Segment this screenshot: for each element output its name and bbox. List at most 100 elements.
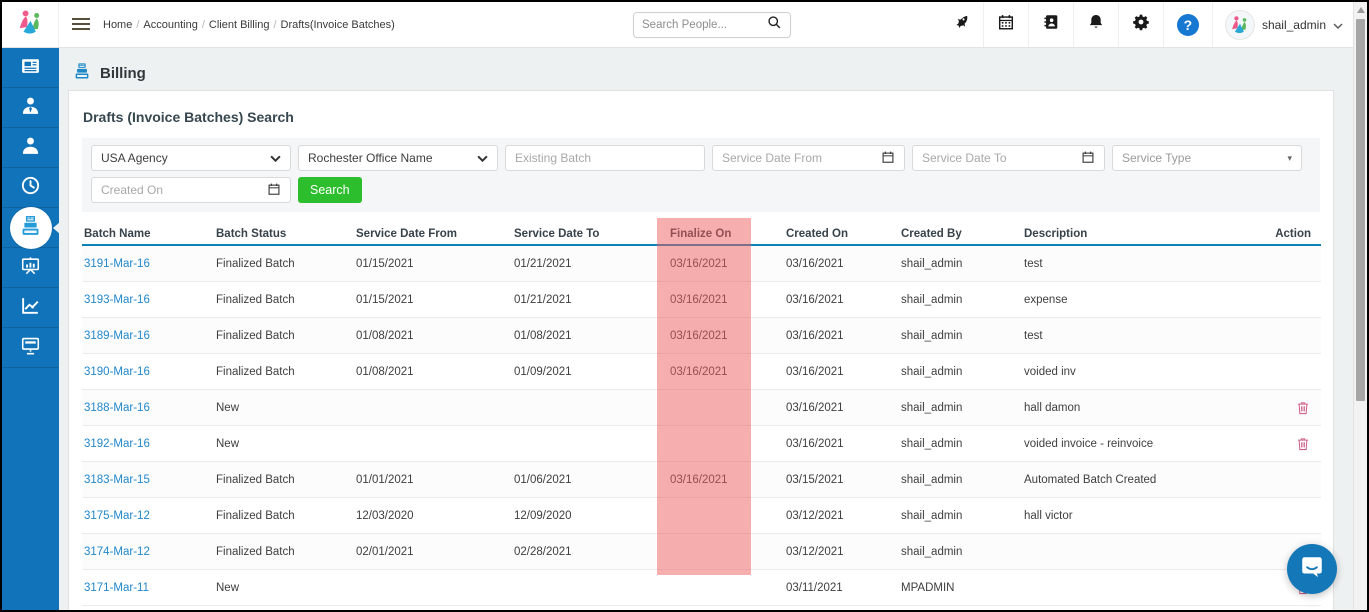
person-tie-icon xyxy=(20,95,41,121)
person-icon xyxy=(20,135,41,161)
column-header-service-date-from[interactable]: Service Date From xyxy=(354,228,512,240)
column-header-service-date-to[interactable]: Service Date To xyxy=(512,228,668,240)
rocket-button[interactable] xyxy=(939,2,983,47)
breadcrumb-separator: / xyxy=(136,19,139,31)
calendar-icon[interactable] xyxy=(881,150,895,167)
created-on-cell: 03/16/2021 xyxy=(784,366,899,378)
calendar-button[interactable] xyxy=(983,2,1028,47)
sidebar-item-dashboard[interactable] xyxy=(2,48,59,88)
app-logo[interactable] xyxy=(2,2,59,47)
created-on-cell: 03/12/2021 xyxy=(784,510,899,522)
search-input[interactable] xyxy=(642,19,767,31)
table-header-row: Batch Name Batch Status Service Date Fro… xyxy=(82,226,1321,246)
table-row: 3192-Mar-16 New 03/16/2021 shail_admin v… xyxy=(82,426,1321,462)
batch-name-link[interactable]: 3175-Mar-12 xyxy=(82,510,214,522)
service-date-to-cell: 12/09/2020 xyxy=(512,510,668,522)
created-by-cell: shail_admin xyxy=(899,258,1022,270)
contacts-button[interactable] xyxy=(1028,2,1073,47)
sidebar-item-workstation[interactable] xyxy=(2,328,59,368)
notifications-button[interactable] xyxy=(1073,2,1118,47)
scroll-up-arrow[interactable] xyxy=(1357,7,1365,13)
batch-name-link[interactable]: 3191-Mar-16 xyxy=(82,258,214,270)
active-item-pointer xyxy=(53,222,60,234)
service-date-from-input[interactable] xyxy=(722,151,875,165)
description-cell: voided inv xyxy=(1022,366,1268,378)
service-date-to-input[interactable] xyxy=(922,151,1075,165)
monitor-icon xyxy=(20,335,41,361)
service-date-from-cell: 12/03/2020 xyxy=(354,510,512,522)
service-date-from-cell: 02/01/2021 xyxy=(354,546,512,558)
bell-icon xyxy=(1087,13,1105,36)
sidebar-item-reports-board[interactable] xyxy=(2,248,59,288)
table-row: 3175-Mar-12 Finalized Batch 12/03/2020 1… xyxy=(82,498,1321,534)
column-header-description[interactable]: Description xyxy=(1022,228,1268,240)
existing-batch-field xyxy=(505,145,705,171)
batch-status-cell: Finalized Batch xyxy=(214,546,354,558)
sidebar-item-billing[interactable] xyxy=(2,208,59,248)
column-header-batch-status[interactable]: Batch Status xyxy=(214,228,354,240)
billing-icon xyxy=(72,61,92,86)
office-select[interactable]: Rochester Office Name xyxy=(298,145,498,171)
service-type-select[interactable]: Service Type ▾ xyxy=(1112,145,1302,171)
breadcrumb-drafts[interactable]: Drafts(Invoice Batches) xyxy=(281,19,395,31)
batch-status-cell: New xyxy=(214,438,354,450)
search-button[interactable]: Search xyxy=(298,177,362,203)
breadcrumb-accounting[interactable]: Accounting xyxy=(143,19,197,31)
batch-name-link[interactable]: 3193-Mar-16 xyxy=(82,294,214,306)
sidebar-item-clients[interactable] xyxy=(2,128,59,168)
action-cell xyxy=(1268,437,1321,451)
help-button[interactable]: ? xyxy=(1163,2,1212,47)
presentation-chart-icon xyxy=(20,255,41,281)
sidebar-item-time-clock[interactable] xyxy=(2,168,59,208)
search-icon[interactable] xyxy=(767,15,782,35)
vertical-scrollbar[interactable] xyxy=(1353,2,1367,610)
batch-name-link[interactable]: 3189-Mar-16 xyxy=(82,330,214,342)
sidebar-item-analytics[interactable] xyxy=(2,288,59,328)
service-date-from-cell: 01/15/2021 xyxy=(354,294,512,306)
calendar-icon[interactable] xyxy=(1081,150,1095,167)
column-header-created-on[interactable]: Created On xyxy=(784,228,899,240)
settings-button[interactable] xyxy=(1118,2,1163,47)
description-cell: test xyxy=(1022,258,1268,270)
batch-name-link[interactable]: 3171-Mar-11 xyxy=(82,582,214,594)
table-row: 3189-Mar-16 Finalized Batch 01/08/2021 0… xyxy=(82,318,1321,354)
delete-icon[interactable] xyxy=(1297,401,1309,415)
batch-name-link[interactable]: 3192-Mar-16 xyxy=(82,438,214,450)
menu-toggle-icon[interactable] xyxy=(72,18,90,33)
column-header-created-by[interactable]: Created By xyxy=(899,228,1022,240)
chat-launcher[interactable] xyxy=(1287,544,1337,594)
delete-icon[interactable] xyxy=(1297,437,1309,451)
calendar-icon[interactable] xyxy=(267,182,281,199)
card-title: Drafts (Invoice Batches) Search xyxy=(83,109,294,125)
created-on-input[interactable] xyxy=(101,183,261,197)
breadcrumb-home[interactable]: Home xyxy=(103,19,132,31)
line-chart-icon xyxy=(20,295,41,321)
agency-select-value: USA Agency xyxy=(101,151,168,165)
finalize-on-cell: 03/16/2021 xyxy=(668,474,784,486)
user-menu[interactable]: shail_admin xyxy=(1212,2,1349,47)
finalize-on-cell: 03/16/2021 xyxy=(668,294,784,306)
scrollbar-thumb[interactable] xyxy=(1356,19,1365,401)
calendar-icon xyxy=(997,13,1015,36)
existing-batch-input[interactable] xyxy=(515,151,695,165)
batch-name-link[interactable]: 3188-Mar-16 xyxy=(82,402,214,414)
agency-select[interactable]: USA Agency xyxy=(91,145,291,171)
column-header-finalize-on[interactable]: Finalize On xyxy=(668,228,784,240)
topbar-actions: ? shail_admin xyxy=(939,2,1349,47)
breadcrumb-client-billing[interactable]: Client Billing xyxy=(209,19,270,31)
breadcrumb-separator: / xyxy=(273,19,276,31)
table-row: 3188-Mar-16 New 03/16/2021 shail_admin h… xyxy=(82,390,1321,426)
dropdown-arrow-icon: ▾ xyxy=(1287,153,1292,164)
description-cell: voided invoice - reinvoice xyxy=(1022,438,1268,450)
batch-name-link[interactable]: 3190-Mar-16 xyxy=(82,366,214,378)
people-search xyxy=(633,12,791,38)
column-header-batch-name[interactable]: Batch Name xyxy=(82,228,214,240)
page-header: Billing xyxy=(72,61,146,86)
breadcrumb: Home / Accounting / Client Billing / Dra… xyxy=(103,2,395,47)
created-on-cell: 03/16/2021 xyxy=(784,294,899,306)
created-by-cell: shail_admin xyxy=(899,474,1022,486)
batch-name-link[interactable]: 3183-Mar-15 xyxy=(82,474,214,486)
batch-name-link[interactable]: 3174-Mar-12 xyxy=(82,546,214,558)
finalize-on-cell: 03/16/2021 xyxy=(668,330,784,342)
sidebar-item-employees[interactable] xyxy=(2,88,59,128)
